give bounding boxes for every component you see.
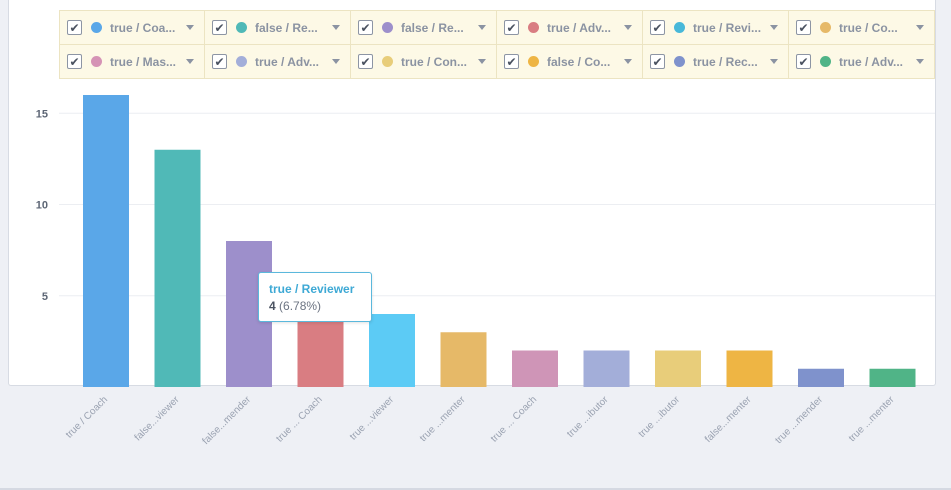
y-tick-label: 5 bbox=[42, 291, 48, 303]
legend-color-dot bbox=[382, 22, 393, 33]
bar[interactable] bbox=[798, 368, 844, 387]
chevron-down-icon[interactable] bbox=[916, 25, 924, 30]
legend-color-dot bbox=[236, 56, 247, 67]
chevron-down-icon[interactable] bbox=[332, 59, 340, 64]
chevron-down-icon[interactable] bbox=[770, 25, 778, 30]
legend-color-dot bbox=[820, 56, 831, 67]
legend-color-dot bbox=[820, 22, 831, 33]
legend-label: true / Con... bbox=[401, 54, 467, 69]
legend-label: true / Adv... bbox=[255, 54, 320, 69]
legend-label: true / Mas... bbox=[110, 54, 177, 69]
legend-checkbox[interactable]: ✔ bbox=[650, 54, 665, 69]
chevron-down-icon[interactable] bbox=[916, 59, 924, 64]
bar[interactable] bbox=[655, 350, 701, 388]
chevron-down-icon[interactable] bbox=[332, 25, 340, 30]
tooltip-value: 4 (6.78%) bbox=[269, 299, 371, 313]
x-tick-label: true / Coach bbox=[64, 394, 110, 440]
legend-item[interactable]: ✔ true / Rec... bbox=[643, 45, 789, 79]
legend-label: false / Re... bbox=[401, 20, 464, 35]
legend-color-dot bbox=[91, 22, 102, 33]
legend-item[interactable]: ✔ true / Mas... bbox=[59, 45, 205, 79]
x-tick-label: true ...viewer bbox=[348, 394, 397, 443]
legend-color-dot bbox=[236, 22, 247, 33]
legend-checkbox[interactable]: ✔ bbox=[504, 54, 519, 69]
legend-label: true / Revi... bbox=[693, 20, 762, 35]
legend-label: true / Co... bbox=[839, 20, 898, 35]
bar[interactable] bbox=[583, 350, 630, 388]
bar[interactable] bbox=[869, 368, 916, 387]
legend-checkbox[interactable]: ✔ bbox=[358, 20, 373, 35]
legend-checkbox[interactable]: ✔ bbox=[504, 20, 519, 35]
x-tick-label: true ...menter bbox=[847, 394, 897, 444]
x-tick-label: true ... Coach bbox=[489, 394, 539, 444]
chart-tooltip: true / Reviewer 4 (6.78%) bbox=[258, 272, 372, 322]
legend-label: false / Re... bbox=[255, 20, 318, 35]
legend-label: true / Coa... bbox=[110, 20, 176, 35]
bottom-border bbox=[0, 488, 951, 490]
bar[interactable] bbox=[297, 314, 344, 387]
legend-checkbox[interactable]: ✔ bbox=[212, 54, 227, 69]
chevron-down-icon[interactable] bbox=[478, 59, 486, 64]
x-tick-label: true ...ibutor bbox=[565, 394, 611, 440]
y-tick-label: 10 bbox=[36, 200, 48, 212]
legend-color-dot bbox=[528, 22, 539, 33]
legend-item[interactable]: ✔ true / Adv... bbox=[205, 45, 351, 79]
bar[interactable] bbox=[154, 149, 201, 387]
legend-color-dot bbox=[91, 56, 102, 67]
legend: ✔ true / Coa... ✔ false / Re... ✔ false / Re.… bbox=[59, 10, 935, 79]
legend-checkbox[interactable]: ✔ bbox=[796, 20, 811, 35]
x-tick-label: false...menter bbox=[703, 394, 754, 445]
bar[interactable] bbox=[726, 350, 773, 388]
legend-item[interactable]: ✔ true / Adv... bbox=[497, 11, 643, 45]
bar[interactable] bbox=[512, 350, 558, 388]
legend-label: true / Adv... bbox=[839, 54, 904, 69]
legend-checkbox[interactable]: ✔ bbox=[796, 54, 811, 69]
legend-color-dot bbox=[382, 56, 393, 67]
legend-color-dot bbox=[528, 56, 539, 67]
x-tick-label: false...mender bbox=[201, 394, 254, 447]
x-tick-label: true ...menter bbox=[418, 394, 468, 444]
legend-label: true / Adv... bbox=[547, 20, 612, 35]
x-tick-label: true ... Coach bbox=[274, 394, 324, 444]
bar[interactable] bbox=[369, 314, 415, 387]
chevron-down-icon[interactable] bbox=[186, 25, 194, 30]
chevron-down-icon[interactable] bbox=[624, 25, 632, 30]
chevron-down-icon[interactable] bbox=[624, 59, 632, 64]
bar[interactable] bbox=[83, 95, 129, 387]
legend-checkbox[interactable]: ✔ bbox=[67, 54, 82, 69]
legend-item[interactable]: ✔ true / Coa... bbox=[59, 11, 205, 45]
legend-color-dot bbox=[674, 22, 685, 33]
tooltip-title: true / Reviewer bbox=[269, 282, 355, 296]
legend-item[interactable]: ✔ false / Co... bbox=[497, 45, 643, 79]
legend-item[interactable]: ✔ false / Re... bbox=[351, 11, 497, 45]
chevron-down-icon[interactable] bbox=[478, 25, 486, 30]
legend-checkbox[interactable]: ✔ bbox=[212, 20, 227, 35]
legend-checkbox[interactable]: ✔ bbox=[650, 20, 665, 35]
x-tick-label: true ...ibutor bbox=[637, 394, 683, 440]
x-tick-label: false...viewer bbox=[133, 394, 183, 444]
chevron-down-icon[interactable] bbox=[186, 59, 194, 64]
legend-item[interactable]: ✔ false / Re... bbox=[205, 11, 351, 45]
y-tick-label: 15 bbox=[36, 108, 48, 120]
legend-item[interactable]: ✔ true / Co... bbox=[789, 11, 935, 45]
tooltip-percent: (6.78%) bbox=[279, 299, 322, 313]
legend-label: false / Co... bbox=[547, 54, 611, 69]
legend-checkbox[interactable]: ✔ bbox=[67, 20, 82, 35]
legend-checkbox[interactable]: ✔ bbox=[358, 54, 373, 69]
legend-item[interactable]: ✔ true / Adv... bbox=[789, 45, 935, 79]
legend-label: true / Rec... bbox=[693, 54, 758, 69]
chevron-down-icon[interactable] bbox=[770, 59, 778, 64]
legend-color-dot bbox=[674, 56, 685, 67]
legend-item[interactable]: ✔ true / Con... bbox=[351, 45, 497, 79]
bar[interactable] bbox=[440, 332, 487, 387]
x-tick-label: true ...mender bbox=[773, 394, 825, 446]
legend-item[interactable]: ✔ true / Revi... bbox=[643, 11, 789, 45]
tooltip-count: 4 bbox=[269, 299, 276, 313]
